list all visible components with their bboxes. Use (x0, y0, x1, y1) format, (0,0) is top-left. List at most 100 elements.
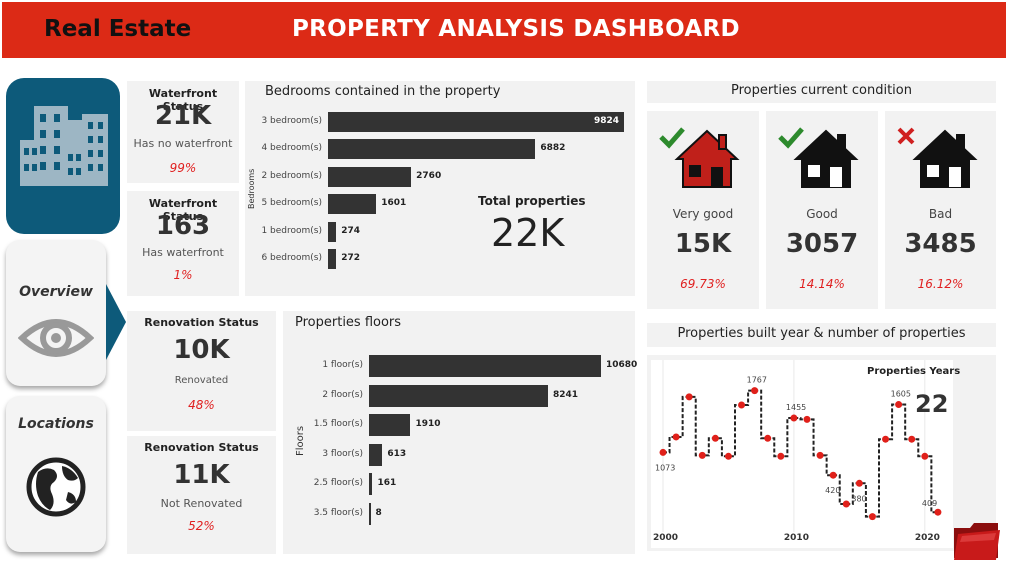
bar[interactable] (328, 139, 536, 160)
bar[interactable] (328, 194, 377, 215)
floors-panel: Properties floors Floors 1 floor(s) 10680… (283, 311, 638, 554)
kpi-value: 21K (154, 101, 212, 131)
built-year-line-chart: 2000 2010 2020 1073 1767 1455 420 380 1605 409 (653, 360, 942, 543)
condition-percent: 69.73% (680, 277, 726, 291)
data-point[interactable] (934, 508, 942, 516)
bar-category-label: 2 floor(s) (322, 389, 363, 400)
data-point[interactable] (829, 471, 837, 479)
cross-icon (897, 127, 915, 145)
kpi-value: 10K (173, 335, 230, 365)
x-tick-label: 2020 (915, 533, 940, 543)
data-point[interactable] (882, 435, 890, 443)
eye-icon (18, 319, 94, 357)
data-label: 409 (922, 499, 937, 508)
data-label: 380 (851, 494, 866, 503)
kpi-value: 163 (155, 211, 211, 241)
data-point[interactable] (777, 452, 785, 460)
floors-title: Properties floors (295, 315, 402, 330)
kpi-value: 11K (173, 460, 230, 490)
condition-card: Good 3057 14.14% (766, 111, 878, 309)
total-properties-value: 22K (491, 211, 565, 255)
brand-title: Real Estate (44, 16, 192, 42)
bar[interactable] (328, 112, 624, 132)
bar-category-label: 2 bedroom(s) (261, 170, 322, 181)
bar[interactable] (369, 355, 601, 377)
page-title: PROPERTY ANALYSIS DASHBOARD (292, 16, 740, 42)
condition-label: Very good (672, 207, 734, 221)
data-label: 1073 (655, 463, 675, 472)
house-icon (778, 127, 859, 188)
data-point[interactable] (711, 434, 719, 442)
data-point[interactable] (698, 451, 706, 459)
bedrooms-title: Bedrooms contained in the property (265, 84, 501, 99)
nav-overview-button[interactable]: Overview (6, 240, 106, 386)
condition-label: Good (806, 207, 838, 221)
renovation-no-card: Renovation Status 11K Not Renovated 52% (127, 436, 276, 554)
data-point[interactable] (764, 434, 772, 442)
kpi-label: Has waterfront (142, 246, 224, 259)
bar-value-label: 9824 (594, 116, 620, 126)
properties-years-value: 22 (915, 390, 949, 418)
bar[interactable] (328, 221, 337, 242)
bar[interactable] (369, 503, 371, 525)
condition-value: 3057 (785, 229, 859, 259)
data-point[interactable] (908, 435, 916, 443)
built-year-panel: 2000 2010 2020 1073 1767 1455 420 380 1605 409 Pr… (647, 355, 996, 551)
check-icon (778, 127, 804, 149)
bar-category-label: 3 bedroom(s) (261, 116, 322, 126)
bar-category-label: 1 bedroom(s) (261, 225, 322, 236)
condition-value: 3485 (904, 229, 977, 259)
data-point[interactable] (803, 415, 811, 423)
data-point[interactable] (895, 401, 903, 409)
kpi-percent: 48% (188, 398, 215, 412)
bar[interactable] (328, 166, 412, 187)
condition-title-bar: Properties current condition (647, 81, 996, 103)
bar-category-label: 1.5 floor(s) (313, 419, 363, 430)
total-properties-label: Total properties (478, 194, 586, 208)
data-point[interactable] (751, 387, 759, 395)
bar[interactable] (369, 443, 383, 466)
building-logo (6, 78, 120, 234)
series-line (663, 389, 938, 518)
data-point[interactable] (790, 414, 798, 422)
data-point[interactable] (842, 500, 850, 508)
data-label: 1455 (786, 403, 806, 412)
bar-category-label: 3 floor(s) (322, 448, 363, 459)
renovation-yes-card: Renovation Status 10K Renovated 48% (127, 311, 276, 431)
data-point[interactable] (855, 479, 863, 487)
data-label: 1605 (891, 390, 911, 399)
globe-icon (26, 457, 86, 517)
bar-value-label: 6882 (540, 143, 566, 154)
data-point[interactable] (672, 433, 680, 441)
data-point[interactable] (659, 448, 667, 456)
bar-category-label: 6 bedroom(s) (261, 253, 322, 263)
data-point[interactable] (816, 451, 824, 459)
bar[interactable] (369, 384, 549, 407)
bar-value-label: 613 (387, 448, 407, 459)
bar[interactable] (328, 249, 337, 269)
data-point[interactable] (738, 401, 746, 409)
bar-value-label: 10680 (606, 360, 638, 370)
building-icon (20, 106, 108, 186)
data-point[interactable] (724, 452, 732, 460)
nav-locations-button[interactable]: Locations (6, 396, 106, 552)
properties-years-label: Properties Years (867, 366, 961, 377)
condition-label: Bad (928, 207, 953, 221)
bar[interactable] (369, 473, 373, 496)
card-title: Renovation Status (144, 441, 259, 454)
bar-category-label: 5 bedroom(s) (261, 198, 322, 209)
condition-card: Bad 3485 16.12% (885, 111, 996, 309)
data-point[interactable] (868, 513, 876, 521)
active-pointer-icon (106, 284, 126, 360)
kpi-percent: 1% (173, 268, 193, 282)
bar-category-label: 2.5 floor(s) (313, 478, 363, 489)
data-point[interactable] (685, 393, 693, 401)
house-icon (659, 127, 740, 188)
data-point[interactable] (921, 452, 929, 460)
bar-value-label: 161 (377, 478, 397, 489)
bedrooms-panel: Bedrooms contained in the property Bedro… (245, 81, 635, 296)
kpi-label: Has no waterfront (133, 137, 233, 150)
folder-icon[interactable] (952, 520, 1002, 562)
bar[interactable] (369, 414, 411, 437)
condition-percent: 16.12% (917, 277, 964, 291)
